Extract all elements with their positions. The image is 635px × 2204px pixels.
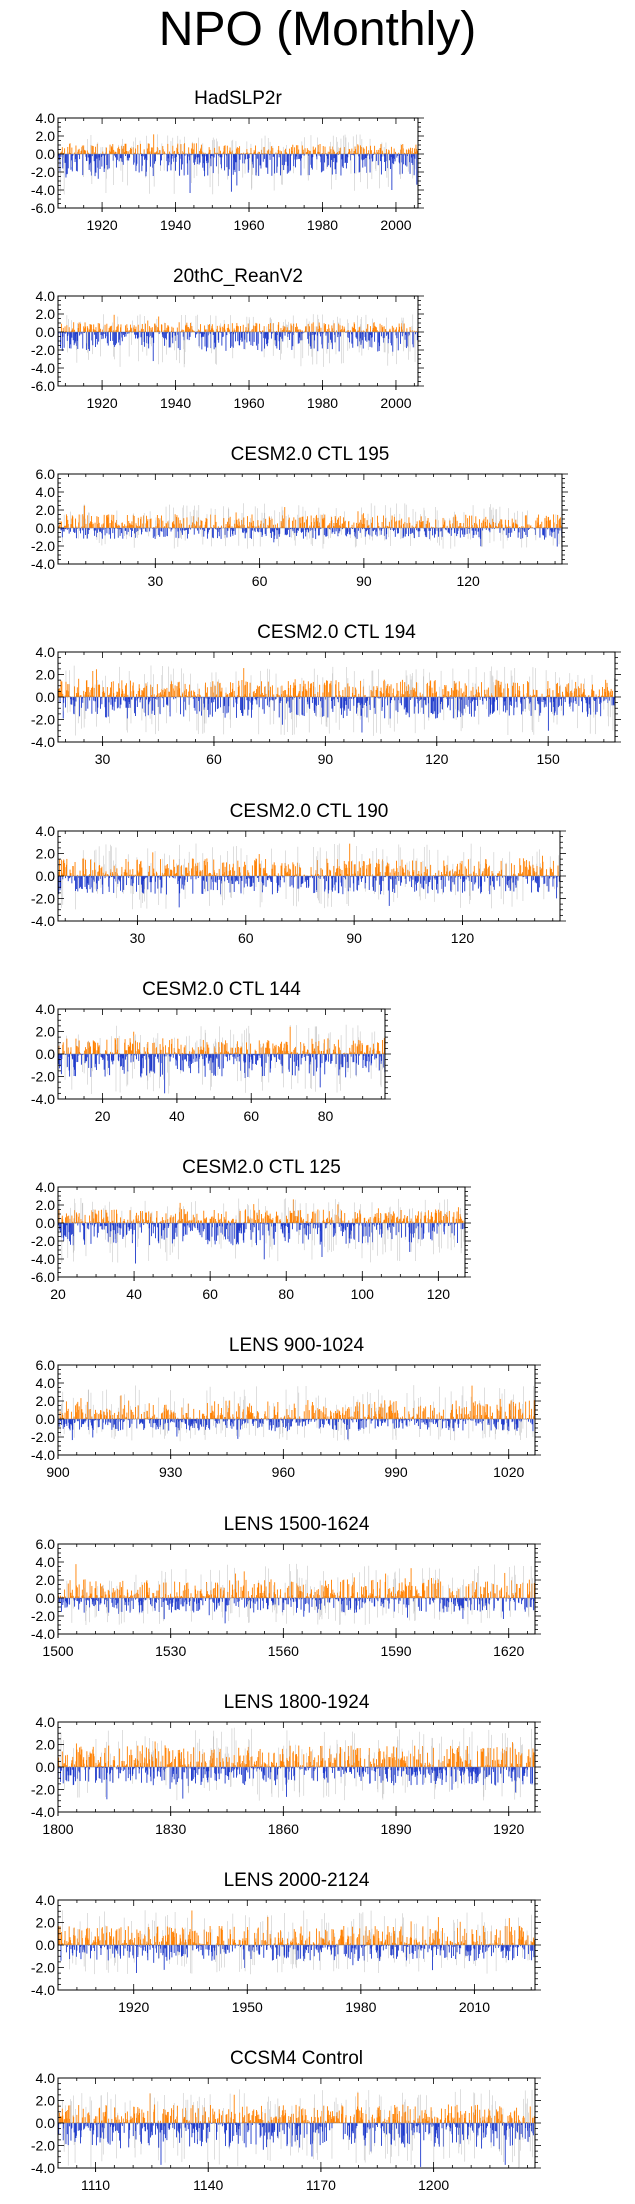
bar-series bbox=[57, 314, 419, 368]
x-tick-label: 2000 bbox=[380, 217, 411, 233]
chart-panel-1: HadSLP2r 4.0 2.0 0.0 -2.0 -4.0 -6.0 1920 1940 196… bbox=[31, 88, 424, 233]
x-tick-label: 1960 bbox=[233, 217, 264, 233]
y-tick-label: -6.0 bbox=[31, 200, 55, 216]
x-tick-label: 2000 bbox=[380, 395, 411, 411]
chart-title: CESM2.0 CTL 195 bbox=[231, 444, 390, 465]
x-tick-label: 60 bbox=[252, 573, 268, 589]
y-tick-label: 2.0 bbox=[36, 128, 56, 144]
chart-panel-3: CESM2.0 CTL 195 6.0 4.0 2.0 0.0 -2.0 -4.0 30 60 9… bbox=[31, 444, 568, 589]
page-title: NPO (Monthly) bbox=[158, 3, 477, 56]
y-tick-label: -2.0 bbox=[31, 342, 55, 358]
x-tick-label: 1980 bbox=[307, 395, 338, 411]
bar-series bbox=[57, 503, 563, 549]
x-tick-label: 90 bbox=[356, 573, 372, 589]
y-tick-label: -4.0 bbox=[31, 360, 55, 376]
x-tick-label: 1940 bbox=[160, 395, 191, 411]
x-tick-label: 1920 bbox=[87, 395, 118, 411]
chart-panel-2: 20thC_ReanV2 4.0 2.0 0.0 -2.0 -4.0 -6.0 1920 194… bbox=[31, 266, 424, 411]
y-tick-label: 4.0 bbox=[36, 288, 56, 304]
x-tick-label: 120 bbox=[456, 573, 480, 589]
x-tick-label: 1940 bbox=[160, 217, 191, 233]
y-tick-label: 2.0 bbox=[36, 306, 56, 322]
x-tick-label: 1980 bbox=[307, 217, 338, 233]
y-tick-label: -6.0 bbox=[31, 378, 55, 394]
chart-title: CESM2.0 CTL 194 bbox=[257, 622, 416, 643]
y-tick-label: 0.0 bbox=[36, 520, 56, 536]
y-tick-label: -4.0 bbox=[31, 556, 55, 572]
x-tick-label: 1920 bbox=[87, 217, 118, 233]
plot-frame bbox=[57, 117, 419, 209]
y-tick-label: -2.0 bbox=[31, 538, 55, 554]
y-tick-label: 4.0 bbox=[36, 110, 56, 126]
bar-series bbox=[57, 665, 616, 736]
y-tick-label: 0.0 bbox=[36, 324, 56, 340]
x-tick-label: 1960 bbox=[233, 395, 264, 411]
y-tick-label: 2.0 bbox=[36, 502, 56, 518]
y-tick-label: 6.0 bbox=[36, 466, 56, 482]
chart-title: HadSLP2r bbox=[194, 88, 282, 109]
y-tick-label: 4.0 bbox=[36, 484, 56, 500]
x-tick-label: 30 bbox=[148, 573, 164, 589]
chart-title: 20thC_ReanV2 bbox=[173, 266, 303, 287]
y-tick-label: -4.0 bbox=[31, 182, 55, 198]
y-tick-label: 0.0 bbox=[36, 146, 56, 162]
bar-series bbox=[57, 134, 419, 195]
y-tick-label: -2.0 bbox=[31, 164, 55, 180]
